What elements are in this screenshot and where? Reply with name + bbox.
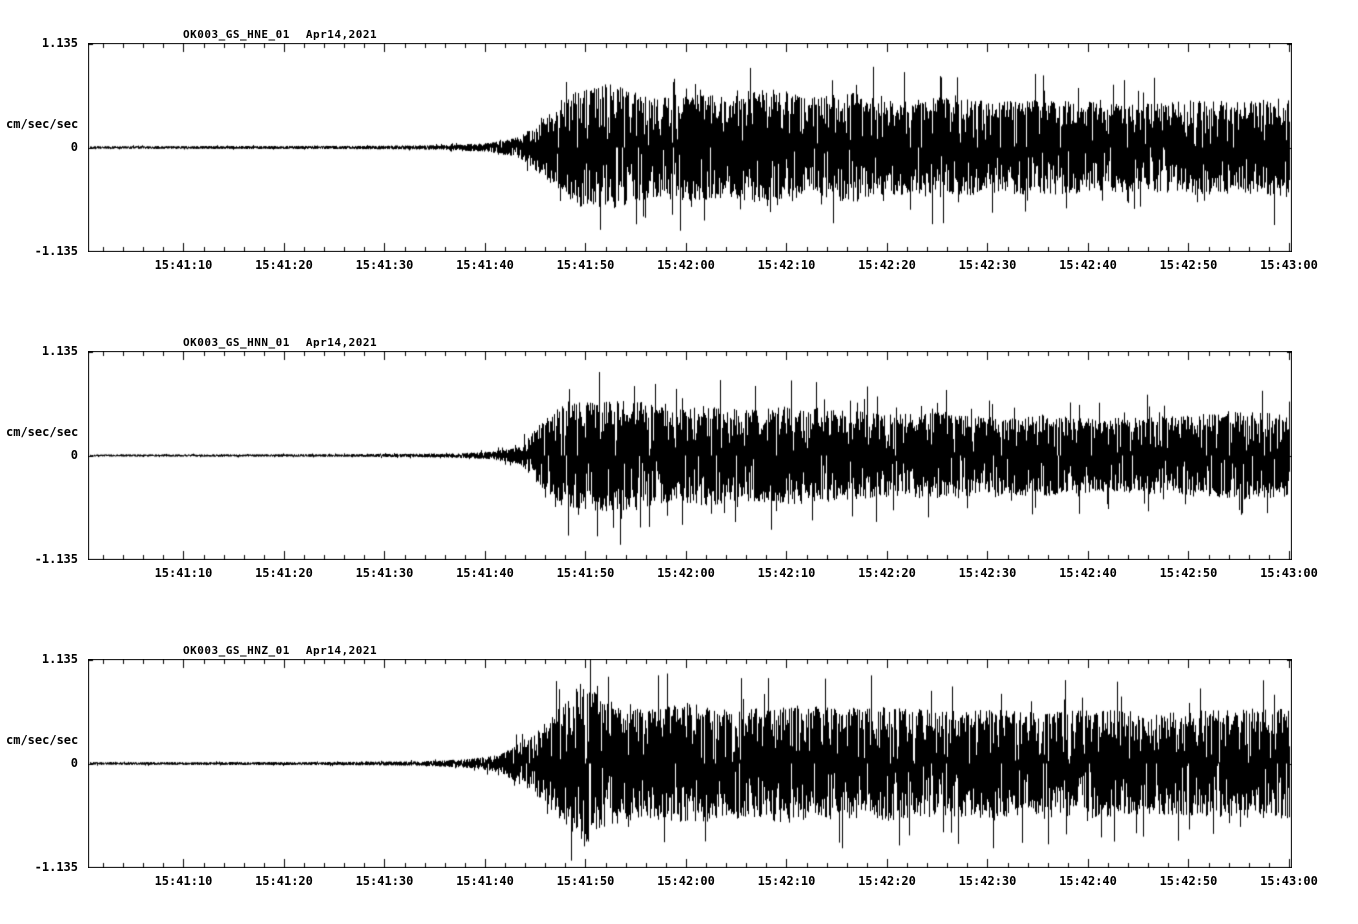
- date-label: Apr14,2021: [305, 28, 378, 41]
- x-tick-label: 15:41:50: [556, 566, 615, 580]
- x-tick-label: 15:42:40: [1059, 874, 1117, 888]
- y-tick-label-max: 1.135: [41, 652, 78, 666]
- y-tick-label-zero: 0: [70, 756, 78, 770]
- waveform-canvas-hnz: [88, 659, 1292, 868]
- x-tick-label: 15:42:30: [958, 566, 1017, 580]
- waveform-canvas-hnn: [88, 351, 1292, 560]
- x-tick-label: 15:42:50: [1159, 566, 1218, 580]
- x-tick-label: 15:41:30: [355, 258, 414, 272]
- channel-id-label: OK003_GS_HNZ_01: [183, 644, 290, 657]
- x-tick-label: 15:41:10: [154, 874, 213, 888]
- waveform-canvas-hne: [88, 43, 1292, 252]
- y-axis-unit-label: cm/sec/sec: [6, 733, 79, 747]
- x-tick-label: 15:42:40: [1059, 566, 1117, 580]
- y-tick-label-min: -1.135: [34, 552, 78, 566]
- y-axis-unit-label: cm/sec/sec: [6, 425, 79, 439]
- x-tick-label: 15:42:20: [858, 258, 916, 272]
- x-tick-label: 15:42:00: [657, 874, 715, 888]
- y-tick-label-min: -1.135: [34, 244, 78, 258]
- y-axis-unit-label: cm/sec/sec: [6, 117, 79, 131]
- panel-title: OK003_GS_HNN_01 Apr14,2021: [183, 336, 377, 349]
- x-tick-label: 15:42:30: [958, 874, 1017, 888]
- x-tick-label: 15:42:10: [757, 258, 816, 272]
- x-tick-label: 15:41:40: [456, 258, 514, 272]
- y-tick-label-max: 1.135: [41, 344, 78, 358]
- x-tick-label: 15:41:40: [456, 566, 514, 580]
- x-tick-label: 15:42:50: [1159, 258, 1218, 272]
- x-tick-label: 15:43:00: [1260, 566, 1318, 580]
- x-tick-label: 15:41:30: [355, 566, 414, 580]
- x-tick-label: 15:41:10: [154, 566, 213, 580]
- x-tick-label: 15:41:20: [255, 258, 313, 272]
- panel-title: OK003_GS_HNZ_01 Apr14,2021: [183, 644, 377, 657]
- x-tick-label: 15:42:20: [858, 566, 916, 580]
- x-tick-label: 15:42:00: [657, 566, 715, 580]
- x-tick-label: 15:41:20: [255, 874, 313, 888]
- x-tick-label: 15:42:40: [1059, 258, 1117, 272]
- x-tick-label: 15:43:00: [1260, 874, 1318, 888]
- channel-id-label: OK003_GS_HNN_01: [183, 336, 290, 349]
- x-tick-label: 15:42:30: [958, 258, 1017, 272]
- y-tick-label-min: -1.135: [34, 860, 78, 874]
- x-tick-label: 15:41:50: [556, 874, 615, 888]
- x-tick-label: 15:42:10: [757, 566, 816, 580]
- y-tick-label-max: 1.135: [41, 36, 78, 50]
- x-tick-label: 15:41:20: [255, 566, 313, 580]
- x-tick-label: 15:41:50: [556, 258, 615, 272]
- x-tick-label: 15:43:00: [1260, 258, 1318, 272]
- x-tick-label: 15:42:00: [657, 258, 715, 272]
- x-tick-label: 15:41:30: [355, 874, 414, 888]
- x-tick-label: 15:41:10: [154, 258, 213, 272]
- y-tick-label-zero: 0: [70, 448, 78, 462]
- channel-id-label: OK003_GS_HNE_01: [183, 28, 290, 41]
- x-tick-label: 15:42:10: [757, 874, 816, 888]
- x-tick-label: 15:41:40: [456, 874, 514, 888]
- y-tick-label-zero: 0: [70, 140, 78, 154]
- date-label: Apr14,2021: [305, 336, 378, 349]
- x-tick-label: 15:42:50: [1159, 874, 1218, 888]
- x-tick-label: 15:42:20: [858, 874, 916, 888]
- panel-title: OK003_GS_HNE_01 Apr14,2021: [183, 28, 377, 41]
- date-label: Apr14,2021: [305, 644, 378, 657]
